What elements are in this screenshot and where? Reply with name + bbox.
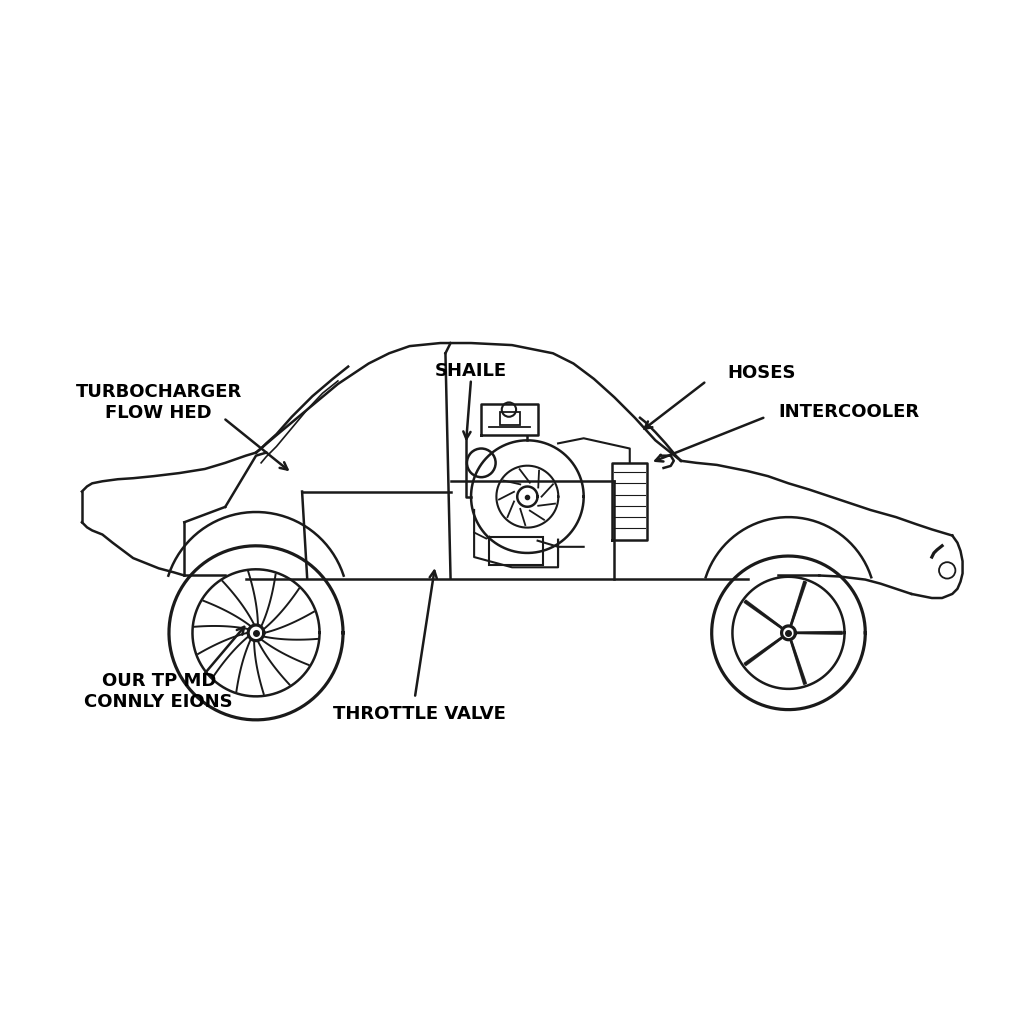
- Text: OUR TP MD
CONNLY EIONS: OUR TP MD CONNLY EIONS: [84, 672, 233, 711]
- Text: THROTTLE VALVE: THROTTLE VALVE: [334, 705, 506, 723]
- Bar: [489, 537, 543, 565]
- Bar: [500, 412, 520, 425]
- Text: TURBOCHARGER
FLOW HED: TURBOCHARGER FLOW HED: [76, 383, 242, 422]
- Text: HOSES: HOSES: [727, 364, 796, 382]
- Text: SHAILE: SHAILE: [435, 361, 507, 380]
- Text: INTERCOOLER: INTERCOOLER: [778, 402, 920, 421]
